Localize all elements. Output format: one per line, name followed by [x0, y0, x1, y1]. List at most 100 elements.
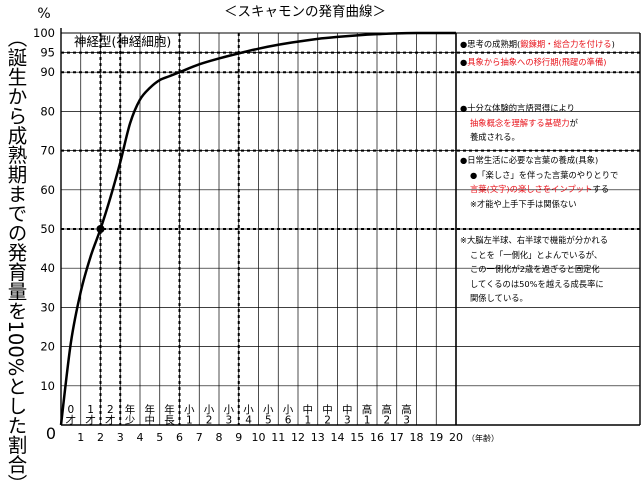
stage-label-bottom: 才 — [66, 414, 77, 427]
stage-label-bottom: 才 — [105, 414, 116, 427]
stage-label-top: 中 — [303, 403, 314, 416]
series-layer — [59, 31, 456, 426]
stage-label-top: 1 — [87, 404, 94, 416]
stage-label-bottom: 3 — [403, 415, 410, 427]
x-tick-label: 13 — [311, 431, 325, 444]
note-bullet: ※ — [460, 235, 467, 245]
stage-label-top: 小 — [204, 404, 215, 416]
x-tick-label: 5 — [156, 431, 163, 444]
stage-label-bottom: 1 — [186, 415, 193, 427]
y-tick-label: 60 — [40, 183, 55, 197]
chart: ＜スキャモンの発育曲線＞ % （年齢） 神経型(神経細胞) 0 10 20 30 40 5… — [33, 4, 641, 444]
note-line: ●「楽しさ」を伴った言葉のやりとりで — [460, 168, 618, 183]
note-highlight: 鍛錬期・総合力を付ける — [520, 39, 612, 49]
stage-label-top: 年 — [164, 403, 175, 416]
x-tick-label: 8 — [216, 431, 223, 444]
note-text: が — [569, 117, 578, 128]
stage-label-bottom: 中 — [145, 414, 156, 427]
note-text: ●「楽しさ」を伴った言葉のやりとりで — [470, 169, 619, 180]
note-line: してくるのは50%を越える成長率に — [460, 277, 608, 292]
note-text: 日常生活に必要な言葉の養成(具象) — [467, 155, 599, 165]
stage-label-bottom: 2 — [206, 415, 213, 427]
note-block: ●十分な体験的言語習得により 抽象概念を理解する基礎力が養成される。 — [460, 101, 578, 145]
note-block: ●具象から抽象への移行期(飛躍の準備) — [460, 55, 606, 70]
y-tick-label: 100 — [33, 26, 55, 40]
stage-label-bottom: 2 — [383, 415, 390, 427]
plot-frame — [60, 28, 641, 426]
x-tick-label: 11 — [271, 431, 285, 444]
y-tick-label: 30 — [40, 300, 55, 314]
x-tick-label: 3 — [117, 431, 124, 444]
stage-label-top: 小 — [184, 404, 195, 416]
y-unit-label: % — [37, 6, 50, 22]
x-tick-label: 1 — [77, 431, 84, 444]
x-tick-label: 18 — [410, 431, 424, 444]
y-axis-title: （誕生から成熟期までの発育量を100%とした割合） — [4, 28, 27, 493]
note-text: ことを「一側化」とよんでいるが、 — [470, 249, 603, 260]
stage-label-bottom: 3 — [225, 415, 232, 427]
chart-title: ＜スキャモンの発育曲線＞ — [224, 4, 386, 20]
note-block: ※大脳左半球、右半球で機能が分かれる ことを「一側化」とよんでいるが、 この一側化が… — [460, 233, 608, 306]
note-line: ●具象から抽象への移行期(飛躍の準備) — [460, 55, 606, 70]
y-tick-label: 20 — [40, 340, 55, 354]
x-tick-labels: 1 2 3 4 5 6 7 8 9 10 11 12 13 14 15 16 17 18 19 20 — [77, 431, 463, 444]
note-text: してくるのは50%を越える成長率に — [470, 278, 604, 289]
marker-point — [96, 225, 105, 233]
stage-label-top: 小 — [224, 404, 235, 416]
note-line: ※才能や上手下手は関係ない — [460, 197, 618, 212]
x-tick-label: 20 — [449, 431, 463, 444]
x-tick-label: 2 — [97, 431, 104, 444]
note-bullet: ● — [460, 39, 468, 49]
note-text: この一側化が2歳を過ぎると固定化 — [470, 264, 600, 274]
x-tick-label: 12 — [291, 431, 305, 444]
note-bullet: ● — [460, 155, 468, 165]
stage-label-top: 2 — [107, 404, 114, 416]
note-bullet: ● — [460, 103, 468, 113]
x-tick-label: 10 — [252, 431, 266, 444]
note-text: 思考の成熟期( — [467, 39, 521, 49]
x-tick-label: 19 — [429, 431, 443, 444]
x-tick-label: 6 — [176, 431, 183, 444]
note-line: ことを「一側化」とよんでいるが、 — [460, 248, 608, 263]
stage-label-bottom: 少 — [125, 415, 136, 427]
note-line: ※大脳左半球、右半球で機能が分かれる — [460, 233, 608, 248]
note-text: ) — [611, 39, 615, 49]
stage-label-top: 高 — [362, 403, 373, 416]
stage-label-top: 中 — [322, 403, 333, 416]
note-highlight: 抽象概念を理解する基礎力 — [470, 117, 570, 128]
y-tick-label: 50 — [40, 222, 55, 236]
note-highlight: 言葉(文字)の楽しさをインプット — [470, 184, 593, 194]
x-axis-title: （年齢） — [467, 433, 499, 443]
y-tick-label: 10 — [40, 379, 55, 393]
note-line: ●思考の成熟期(鍛錬期・総合力を付ける) — [460, 37, 615, 52]
y-tick-label: 90 — [40, 65, 55, 79]
stage-label-top: 年 — [145, 403, 156, 416]
x-tick-label: 15 — [350, 431, 364, 444]
note-block: ●日常生活に必要な言葉の養成(具象) ●「楽しさ」を伴った言葉のやりとりで 言葉(文… — [460, 153, 618, 211]
x-tick-label: 9 — [235, 431, 242, 444]
x-tick-label: 7 — [196, 431, 203, 444]
y-tick-label: 95 — [40, 46, 55, 60]
stage-label-top: 年 — [125, 403, 136, 416]
series-label: 神経型(神経細胞) — [74, 34, 171, 49]
stage-label-bottom: 3 — [344, 415, 351, 427]
note-line: 養成される。 — [460, 130, 578, 145]
y-tick-label: 0 — [46, 424, 56, 443]
stage-label-top: 小 — [243, 404, 254, 416]
x-tick-label: 14 — [331, 431, 345, 444]
x-tick-label: 16 — [370, 431, 384, 444]
note-text: 十分な体験的言語習得により — [467, 103, 575, 113]
stage-label-bottom: 1 — [364, 415, 371, 427]
note-text: 養成される。 — [470, 132, 520, 142]
note-line: 関係している。 — [460, 291, 608, 306]
stage-label-top: 小 — [263, 404, 274, 416]
note-block: ●思考の成熟期(鍛錬期・総合力を付ける) — [460, 37, 615, 52]
note-text: する — [592, 184, 609, 194]
stage-label-top: 小 — [283, 404, 294, 416]
y-tick-label: 80 — [40, 104, 55, 118]
y-tick-label: 40 — [40, 261, 55, 275]
stage-label-top: 高 — [401, 403, 412, 416]
stage-label-bottom: 4 — [245, 415, 252, 427]
stage-label-bottom: 1 — [304, 415, 311, 427]
note-line: ●十分な体験的言語習得により — [460, 101, 578, 116]
